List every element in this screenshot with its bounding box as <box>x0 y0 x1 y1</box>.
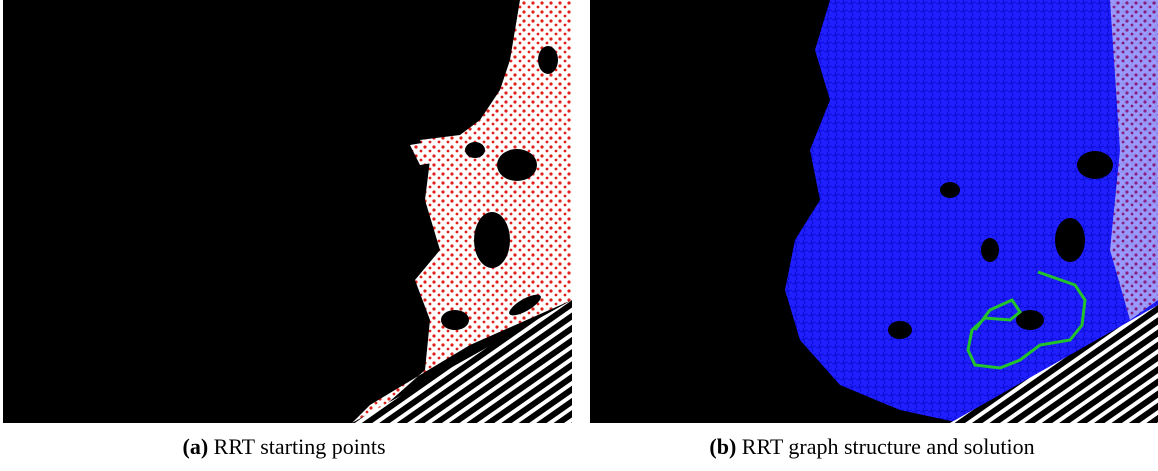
caption-text: RRT graph structure and solution <box>742 434 1035 459</box>
caption-text: RRT starting points <box>214 434 386 459</box>
caption-a: (a) RRT starting points <box>183 434 386 459</box>
panel-b-image <box>590 0 1158 423</box>
caption-b: (b) RRT graph structure and solution <box>709 434 1034 459</box>
panel-a-image <box>3 0 572 423</box>
caption-label: (b) <box>709 434 736 459</box>
caption-label: (a) <box>183 434 209 459</box>
